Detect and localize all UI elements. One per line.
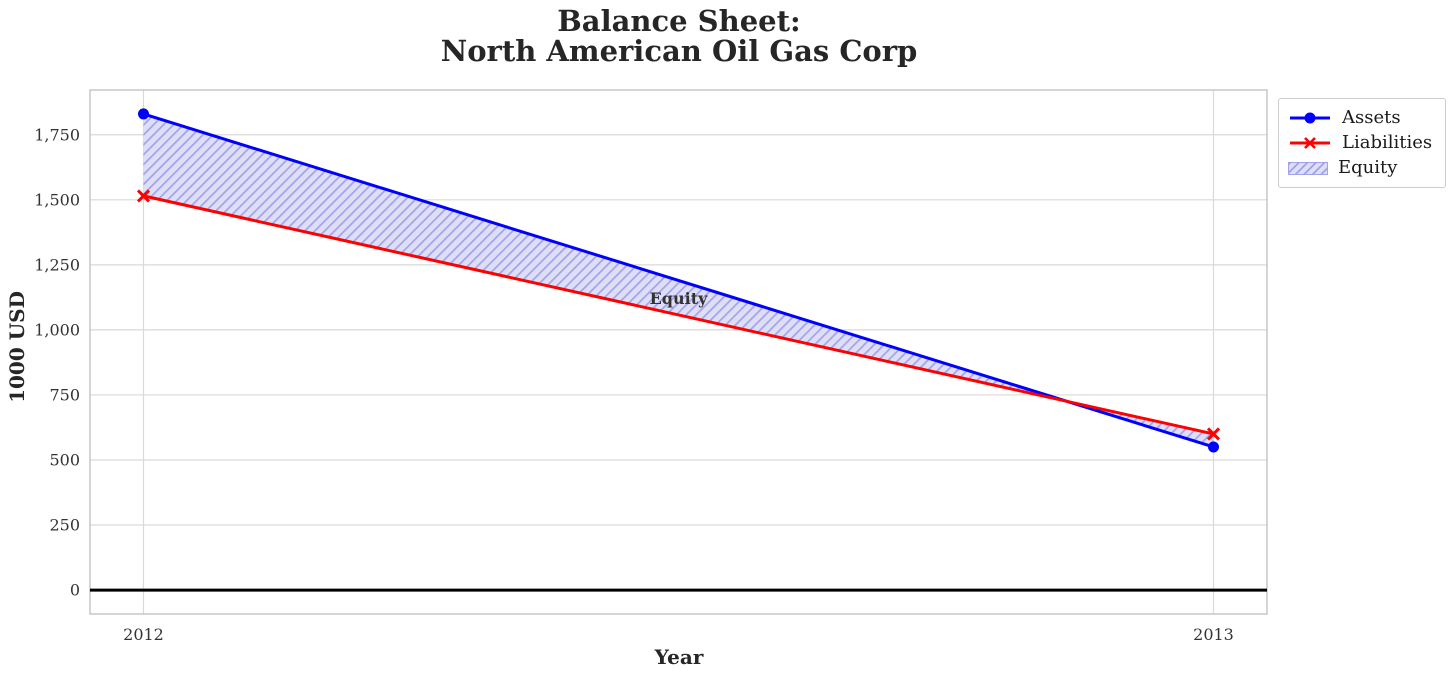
x-axis-label: Year <box>654 645 704 669</box>
chart-title: Balance Sheet: North American Oil Gas Co… <box>441 6 918 66</box>
y-tick-label: 250 <box>49 516 80 535</box>
y-tick-label: 750 <box>49 385 80 404</box>
y-tick-label: 0 <box>70 581 80 600</box>
x-tick-label: 2012 <box>123 625 164 644</box>
y-tick-label: 1,000 <box>34 320 80 339</box>
y-tick-label: 1,250 <box>34 255 80 274</box>
assets-line <box>143 112 1214 449</box>
legend: Assets Liabilities Equity <box>1278 98 1446 188</box>
liabilities-marker <box>1206 427 1221 441</box>
assets-marker <box>138 108 149 120</box>
gridlines <box>90 90 1267 614</box>
legend-label-assets: Assets <box>1342 107 1401 128</box>
liabilities-marker <box>136 189 151 203</box>
legend-item-equity: Equity <box>1288 156 1437 180</box>
equity-hatch-patch-icon <box>1288 161 1328 175</box>
legend-label-liabilities: Liabilities <box>1342 132 1433 153</box>
liabilities-line <box>143 194 1214 436</box>
axis-tick-labels: 0 250 500 750 1,000 1,250 1,500 1,750 2012 2013 <box>34 125 1234 644</box>
legend-item-liabilities: Liabilities <box>1288 131 1437 155</box>
y-tick-label: 1,500 <box>34 190 80 209</box>
data-series <box>136 108 1221 453</box>
legend-item-assets: Assets <box>1288 106 1437 130</box>
assets-marker <box>1208 441 1219 453</box>
liabilities-line-marker-icon <box>1290 137 1330 149</box>
x-tick-label: 2013 <box>1193 625 1234 644</box>
plot-border <box>89 89 1268 615</box>
equity-area-annotation: Equity <box>650 289 708 308</box>
y-axis-label: 1000 USD <box>5 291 29 403</box>
chart-title-line1: Balance Sheet: <box>557 4 801 38</box>
y-tick-label: 1,750 <box>34 125 80 144</box>
chart-title-line2: North American Oil Gas Corp <box>440 34 918 68</box>
assets-line-marker-icon <box>1290 112 1330 124</box>
y-tick-label: 500 <box>49 450 80 469</box>
legend-label-equity: Equity <box>1338 157 1398 178</box>
